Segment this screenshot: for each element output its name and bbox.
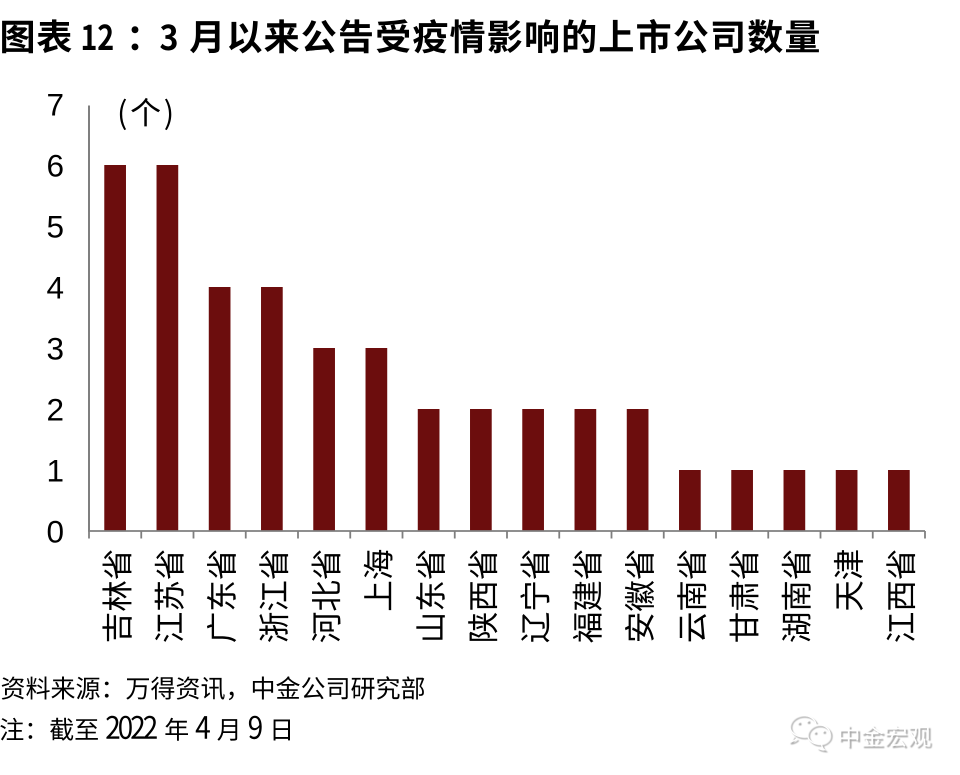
- svg-text:6: 6: [46, 147, 64, 183]
- svg-text:5: 5: [46, 208, 64, 244]
- svg-text:2: 2: [46, 391, 64, 427]
- svg-text:1: 1: [46, 452, 64, 488]
- svg-text:3: 3: [46, 330, 64, 366]
- svg-text:0: 0: [46, 513, 64, 549]
- svg-text:7: 7: [46, 86, 64, 122]
- svg-text:4: 4: [46, 269, 64, 305]
